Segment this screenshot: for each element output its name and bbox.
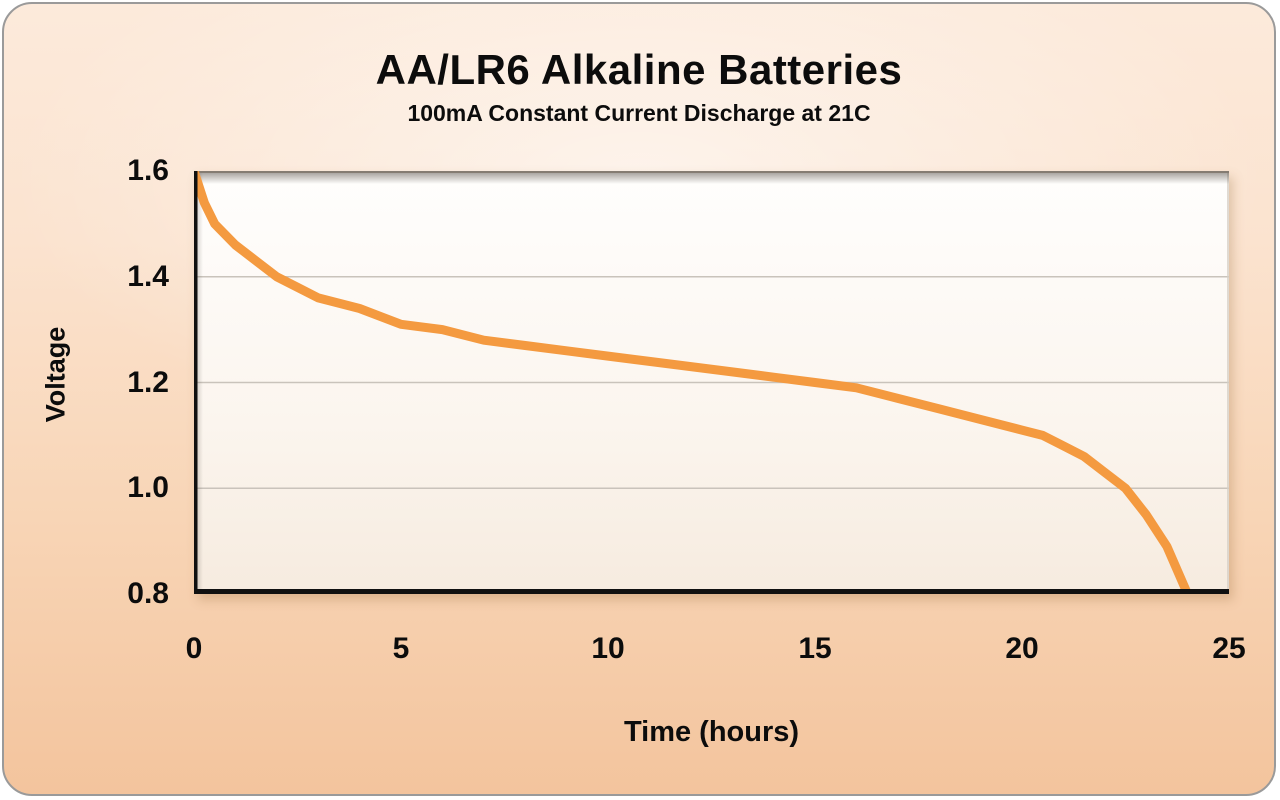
x-axis-label: Time (hours) [623,716,800,748]
plot-left-shade [194,171,203,594]
chart-subtitle: 100mA Constant Current Discharge at 21C [407,100,871,126]
x-tick-label: 25 [1212,632,1246,665]
y-axis-line [194,171,198,594]
x-tick-label: 0 [185,632,203,665]
x-tick-label: 5 [392,632,410,665]
y-tick-label: 1.0 [127,471,169,505]
discharge-chart [189,166,1229,599]
discharge-curve [189,166,1193,599]
y-axis-label: Voltage [40,326,71,423]
chart-title: AA/LR6 Alkaline Batteries [375,46,903,93]
y-tick-label: 0.8 [127,577,169,610]
x-tick-label: 15 [798,632,832,665]
y-tick-label: 1.4 [127,259,169,293]
plot-top-shade [194,171,1229,184]
x-axis-line [194,589,1229,594]
x-tick-label: 10 [591,632,625,665]
x-tick-label: 20 [1005,632,1039,665]
y-tick-label: 1.2 [127,365,169,399]
y-tick-label: 1.6 [127,154,169,187]
plot-area [189,166,1229,599]
